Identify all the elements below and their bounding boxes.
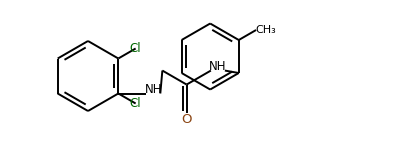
Text: CH₃: CH₃ bbox=[256, 25, 277, 35]
Text: Cl: Cl bbox=[130, 97, 141, 110]
Text: O: O bbox=[181, 113, 192, 126]
Text: NH: NH bbox=[144, 83, 162, 96]
Text: NH: NH bbox=[209, 60, 226, 73]
Text: Cl: Cl bbox=[130, 42, 141, 55]
